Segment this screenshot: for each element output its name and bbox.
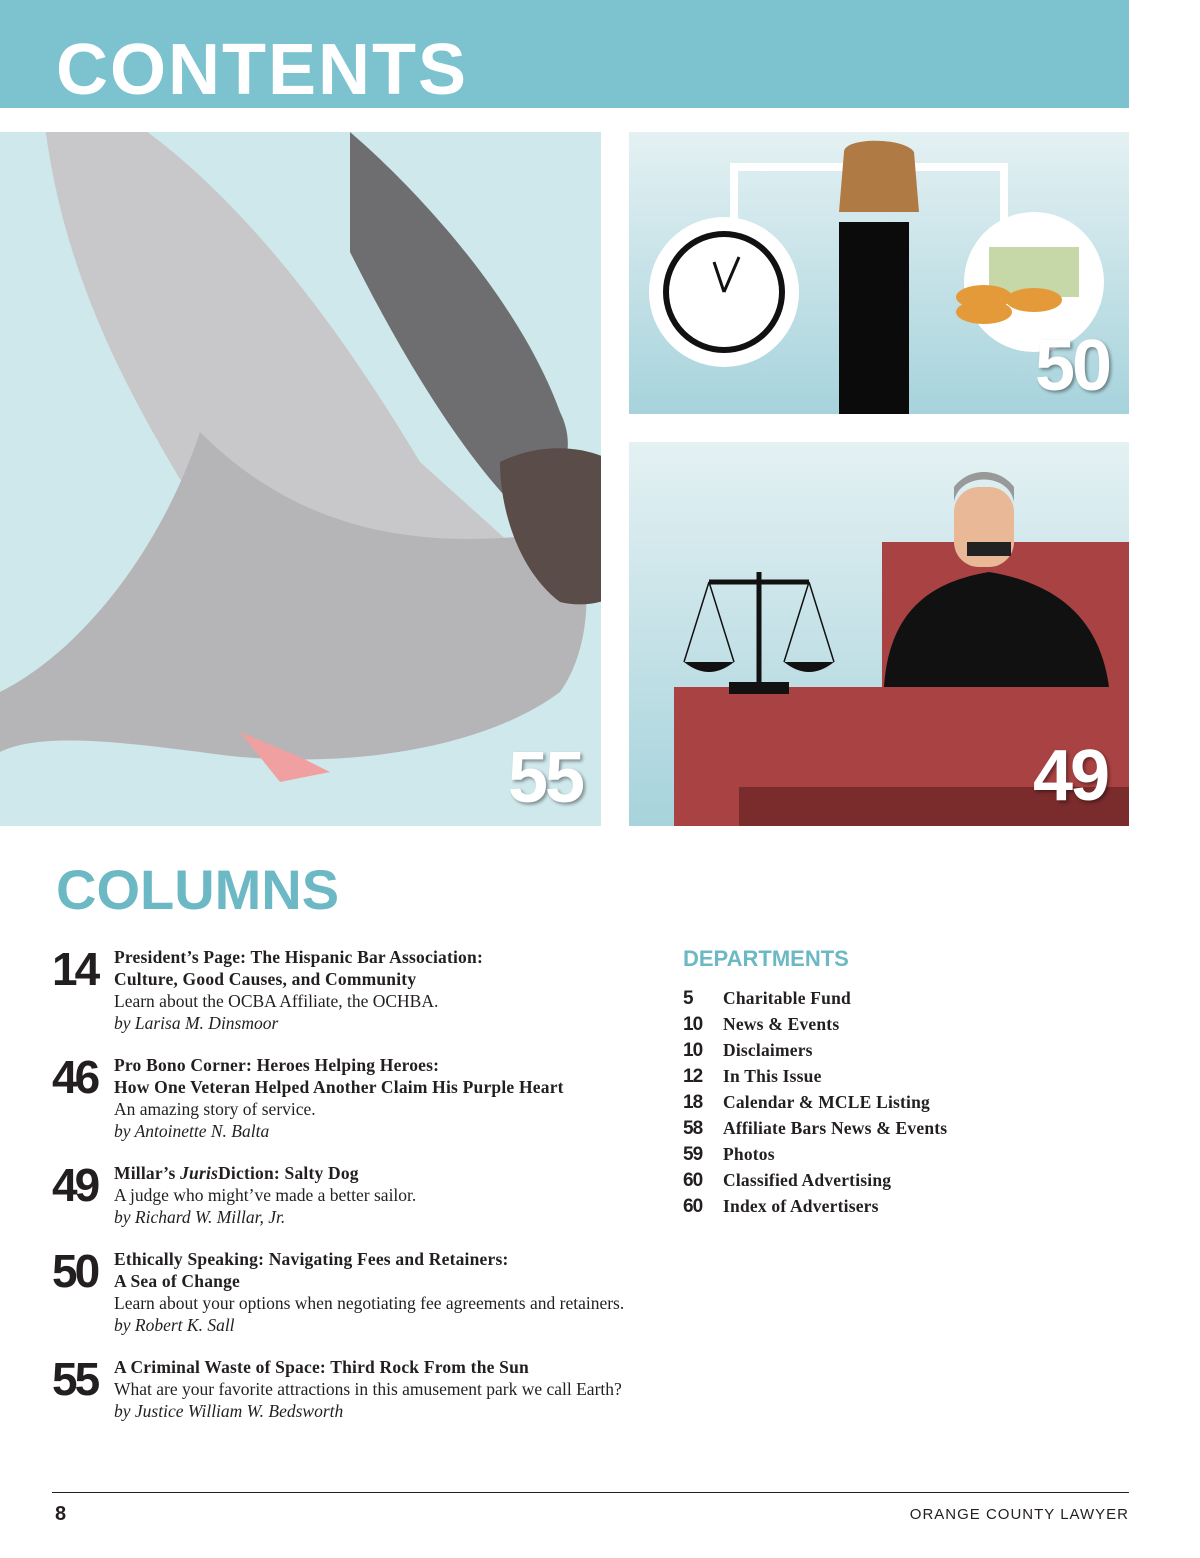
department-page-number: 59 [683,1144,703,1165]
column-title: A Sea of Change [114,1271,240,1291]
feature-page-number: 55 [508,738,585,818]
column-entry[interactable]: 46 Pro Bono Corner: Heroes Helping Heroe… [52,1054,652,1142]
column-text: Ethically Speaking: Navigating Fees and … [114,1248,652,1336]
departments-heading: DEPARTMENTS [683,946,849,971]
column-title-part: Diction: Salty Dog [218,1163,359,1183]
department-label: Disclaimers [723,1040,813,1060]
column-title: Culture, Good Causes, and Community [114,969,417,989]
department-item[interactable]: 18 Calendar & MCLE Listing [683,1089,947,1115]
fist-clock-money-illustration [649,140,1104,414]
feature-page-number: 50 [1035,326,1112,406]
department-label: Photos [723,1144,775,1164]
column-page-number: 50 [52,1245,100,1297]
column-title: President’s Page: The Hispanic Bar Assoc… [114,947,483,967]
feature-page-number: 49 [1033,736,1110,816]
department-page-number: 18 [683,1092,703,1113]
column-page-number: 46 [52,1051,100,1103]
department-item[interactable]: 10 News & Events [683,1011,947,1037]
department-page-number: 60 [683,1170,703,1191]
department-page-number: 60 [683,1196,703,1217]
pigeon-illustration [0,132,601,782]
column-page-number: 49 [52,1159,100,1211]
department-page-number: 10 [683,1014,703,1035]
column-title: A Criminal Waste of Space: Third Rock Fr… [114,1357,529,1377]
column-entry[interactable]: 14 President’s Page: The Hispanic Bar As… [52,946,652,1034]
departments-list: 5 Charitable Fund 10 News & Events 10 Discl… [683,985,947,1219]
column-page-number: 14 [52,943,100,995]
column-description: Learn about the OCBA Affiliate, the OCHB… [114,991,439,1011]
column-title: Pro Bono Corner: Heroes Helping Heroes: [114,1055,440,1075]
department-page-number: 10 [683,1040,703,1061]
column-page-number: 55 [52,1353,100,1405]
column-title: Ethically Speaking: Navigating Fees and … [114,1249,509,1269]
judge-scales-illustration [674,472,1129,826]
department-label: News & Events [723,1014,840,1034]
department-page-number: 58 [683,1118,703,1139]
column-text: President’s Page: The Hispanic Bar Assoc… [114,946,652,1034]
column-author: by Robert K. Sall [114,1315,235,1335]
columns-heading: COLUMNS [56,858,340,921]
department-item[interactable]: 12 In This Issue [683,1063,947,1089]
department-label: Affiliate Bars News & Events [723,1118,948,1138]
department-label: Calendar & MCLE Listing [723,1092,931,1112]
feature-image-pigeon[interactable]: 55 [0,132,601,826]
department-item[interactable]: 60 Classified Advertising [683,1167,947,1193]
column-description: Learn about your options when negotiatin… [114,1293,625,1313]
page-title: CONTENTS [56,30,468,110]
header-bar [0,0,1129,108]
feature-image-judge[interactable]: 49 [629,442,1129,826]
column-entry[interactable]: 55 A Criminal Waste of Space: Third Rock… [52,1356,652,1422]
column-author: by Justice William W. Bedsworth [114,1401,344,1421]
magazine-name: ORANGE COUNTY LAWYER [909,1506,1129,1523]
department-label: Charitable Fund [723,988,851,1008]
department-item[interactable]: 59 Photos [683,1141,947,1167]
department-page-number: 5 [683,988,694,1009]
column-title-italic-part: Juris [180,1163,219,1183]
column-entry[interactable]: 49 Millar’s JurisDiction: Salty Dog A ju… [52,1162,652,1228]
department-item[interactable]: 58 Affiliate Bars News & Events [683,1115,947,1141]
department-label: In This Issue [723,1066,822,1086]
footer-rule [52,1492,1129,1493]
department-item[interactable]: 5 Charitable Fund [683,985,947,1011]
page-number: 8 [55,1503,67,1525]
column-description: What are your favorite attractions in th… [114,1379,622,1399]
column-text: A Criminal Waste of Space: Third Rock Fr… [114,1356,652,1422]
feature-image-fees[interactable]: 50 [629,132,1129,414]
column-author: by Larisa M. Dinsmoor [114,1013,279,1033]
column-title: Millar’s JurisDiction: Salty Dog [114,1162,652,1184]
department-item[interactable]: 10 Disclaimers [683,1037,947,1063]
department-page-number: 12 [683,1066,703,1087]
column-title-part: Millar’s [114,1163,181,1183]
department-label: Index of Advertisers [723,1196,879,1216]
columns-list: 14 President’s Page: The Hispanic Bar As… [52,946,652,1422]
department-label: Classified Advertising [723,1170,892,1190]
column-text: Millar’s JurisDiction: Salty Dog A judge… [114,1162,652,1228]
column-description: A judge who might’ve made a better sailo… [114,1185,417,1205]
column-author: by Antoinette N. Balta [114,1121,270,1141]
column-author: by Richard W. Millar, Jr. [114,1207,286,1227]
column-text: Pro Bono Corner: Heroes Helping Heroes: … [114,1054,652,1142]
column-entry[interactable]: 50 Ethically Speaking: Navigating Fees a… [52,1248,652,1336]
department-item[interactable]: 60 Index of Advertisers [683,1193,947,1219]
column-title: How One Veteran Helped Another Claim His… [114,1077,564,1097]
column-description: An amazing story of service. [114,1099,316,1119]
